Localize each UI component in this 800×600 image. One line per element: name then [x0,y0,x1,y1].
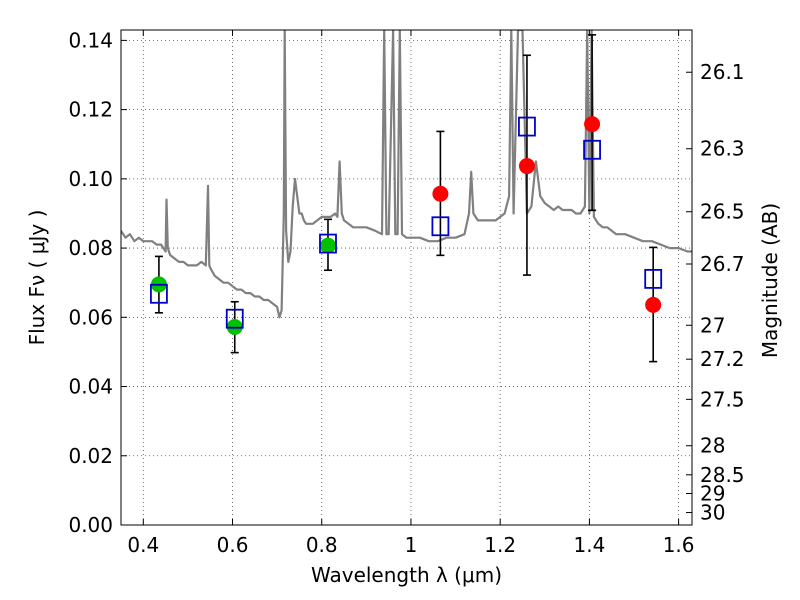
y-tick-label: 0.14 [68,28,113,52]
model-square-point [644,268,663,289]
grid [121,30,692,526]
y-tick-label: 0.00 [68,513,113,537]
x-tick-label: 0.6 [217,533,249,557]
right-tick-label: 30 [700,501,725,525]
axis-ticks: 0.4 0.6 0.8 1 1.2 1.4 1.6 0.00 0.02 0.04 0.06 0.08 0… [68,28,744,557]
right-tick-label: 28 [700,434,725,458]
x-tick-label: 1 [405,533,418,557]
observed-point [518,158,535,175]
observed-point [319,237,336,254]
model-square-point [518,116,536,137]
x-tick-label: 1.2 [484,533,516,557]
spectrum-line [121,30,692,319]
observed-point [645,296,662,313]
x-tick-label: 0.8 [306,533,338,557]
y-tick-label: 0.06 [68,305,113,329]
observed-point [584,116,601,133]
x-tick-label: 1.6 [663,533,695,557]
right-tick-label: 27.5 [700,387,745,411]
right-tick-label: 26.1 [700,60,745,84]
model-square-point [319,233,337,254]
model-square-point [150,283,168,304]
x-axis-label: Wavelength λ (μm) [311,563,502,587]
right-tick-label: 26.5 [700,200,745,224]
x-tick-label: 1.4 [573,533,605,557]
right-tick-label: 29 [700,482,725,506]
right-tick-label: 27 [700,313,725,337]
right-tick-label: 26.3 [700,137,745,161]
y-tick-label: 0.02 [68,444,113,468]
plot-frame [120,29,693,526]
plot-area [121,30,692,363]
x-tick-label: 0.4 [127,533,159,557]
right-tick-label: 28.5 [700,463,745,487]
y-tick-label: 0.08 [68,236,113,260]
right-tick-label: 26.7 [700,252,745,276]
y-tick-label: 0.04 [68,375,113,399]
right-tick-label: 27.2 [700,347,745,371]
model-square-point [431,216,450,237]
y-tick-label: 0.12 [68,98,113,122]
observed-point [432,185,449,202]
right-axis-label: Magnitude (AB) [758,203,782,358]
model-square-point [225,308,244,329]
y-axis-label: Flux Fν ( μJy ) [25,210,49,346]
y-tick-label: 0.10 [68,167,113,191]
model-square-point [583,139,601,160]
